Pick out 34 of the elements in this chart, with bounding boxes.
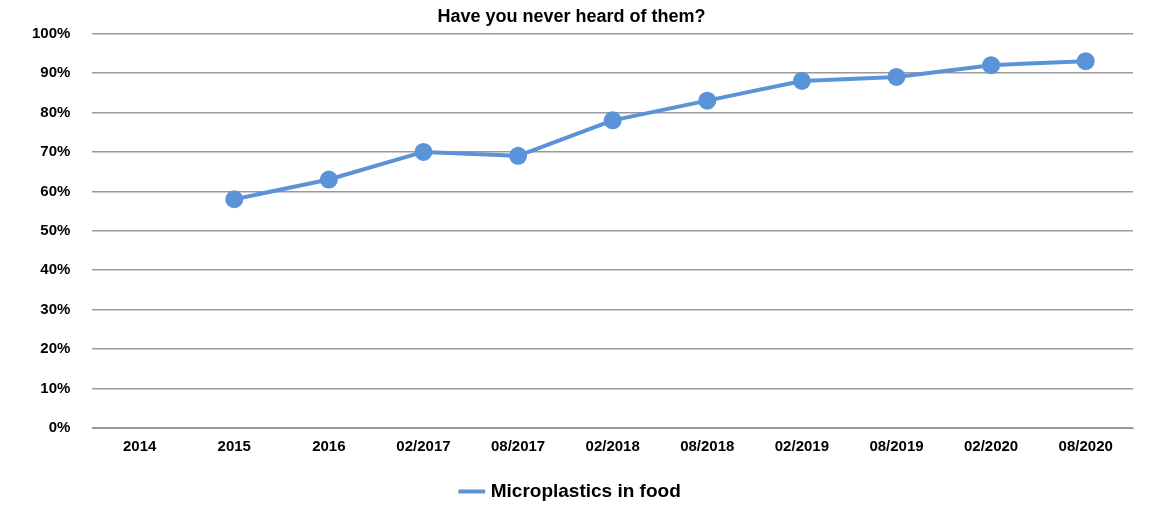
y-tick-label: 10% <box>40 378 71 396</box>
x-tick-label: 2016 <box>312 437 346 455</box>
point <box>319 170 338 189</box>
x-tick-label: 02/2018 <box>585 437 640 455</box>
point <box>982 56 1001 75</box>
point <box>414 142 433 161</box>
x-tick-label: 08/2017 <box>490 437 546 455</box>
y-tick-label: 90% <box>40 63 71 81</box>
point <box>792 71 811 90</box>
x-tick-label: 08/2020 <box>1058 437 1113 455</box>
point <box>1076 52 1095 71</box>
chart-title: Have you never heard of them? <box>437 5 706 26</box>
y-tick-label: 60% <box>40 181 71 199</box>
point <box>225 190 244 209</box>
point <box>698 91 717 110</box>
x-tick-label: 2014 <box>122 437 158 455</box>
x-tick-label: 02/2017 <box>396 437 451 455</box>
y-tick-label: 20% <box>40 339 71 357</box>
y-tick-label: 80% <box>40 102 71 120</box>
x-tick-label: 08/2019 <box>869 437 924 455</box>
point <box>887 67 906 86</box>
x-tick-label: 08/2018 <box>680 437 735 455</box>
x-tick-label: 02/2019 <box>774 437 830 455</box>
x-tick-label: 2015 <box>217 437 251 455</box>
point <box>603 111 622 130</box>
y-tick-label: 40% <box>40 260 71 278</box>
y-tick-label: 100% <box>31 23 71 41</box>
y-tick-label: 50% <box>40 220 71 238</box>
point <box>509 146 528 165</box>
y-tick-label: 0% <box>48 418 71 436</box>
legend-label: Microplastics in food <box>490 479 681 501</box>
x-tick-label: 02/2020 <box>963 437 1019 455</box>
y-tick-label: 30% <box>40 299 71 317</box>
y-tick-label: 70% <box>40 142 71 160</box>
